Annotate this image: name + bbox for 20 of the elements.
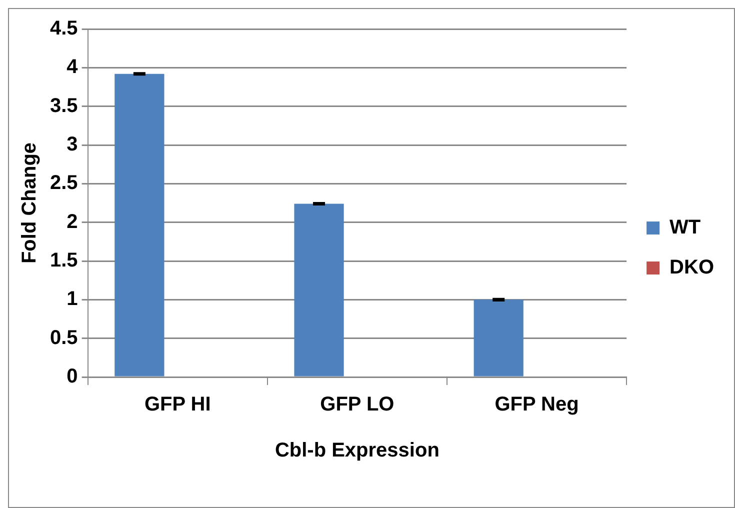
y-tick-label: 3	[66, 134, 78, 156]
y-tick-label: 1.5	[50, 250, 78, 272]
x-axis-title: Cbl-b Expression	[274, 440, 440, 462]
y-tick-label: 2	[66, 210, 78, 233]
bar	[474, 300, 524, 376]
y-tick-label: 3.5	[50, 94, 78, 117]
y-tick-label: 2.5	[50, 172, 78, 194]
x-tick-label: GFP HI	[144, 394, 211, 416]
y-tick-label: 4	[66, 56, 79, 78]
x-tick-label: GFP LO	[320, 394, 394, 416]
bar	[294, 204, 344, 376]
y-tick-label: 0	[66, 366, 78, 388]
y-tick-label: 1	[66, 288, 78, 310]
legend-label: DKO	[670, 256, 714, 279]
x-tick-label: GFP Neg	[494, 394, 579, 416]
legend-label: WT	[670, 216, 701, 239]
y-tick-label: 4.5	[50, 18, 78, 40]
y-axis-title: Fold Change	[18, 142, 41, 264]
y-tick-label: 0.5	[50, 326, 78, 349]
bar	[114, 74, 164, 376]
